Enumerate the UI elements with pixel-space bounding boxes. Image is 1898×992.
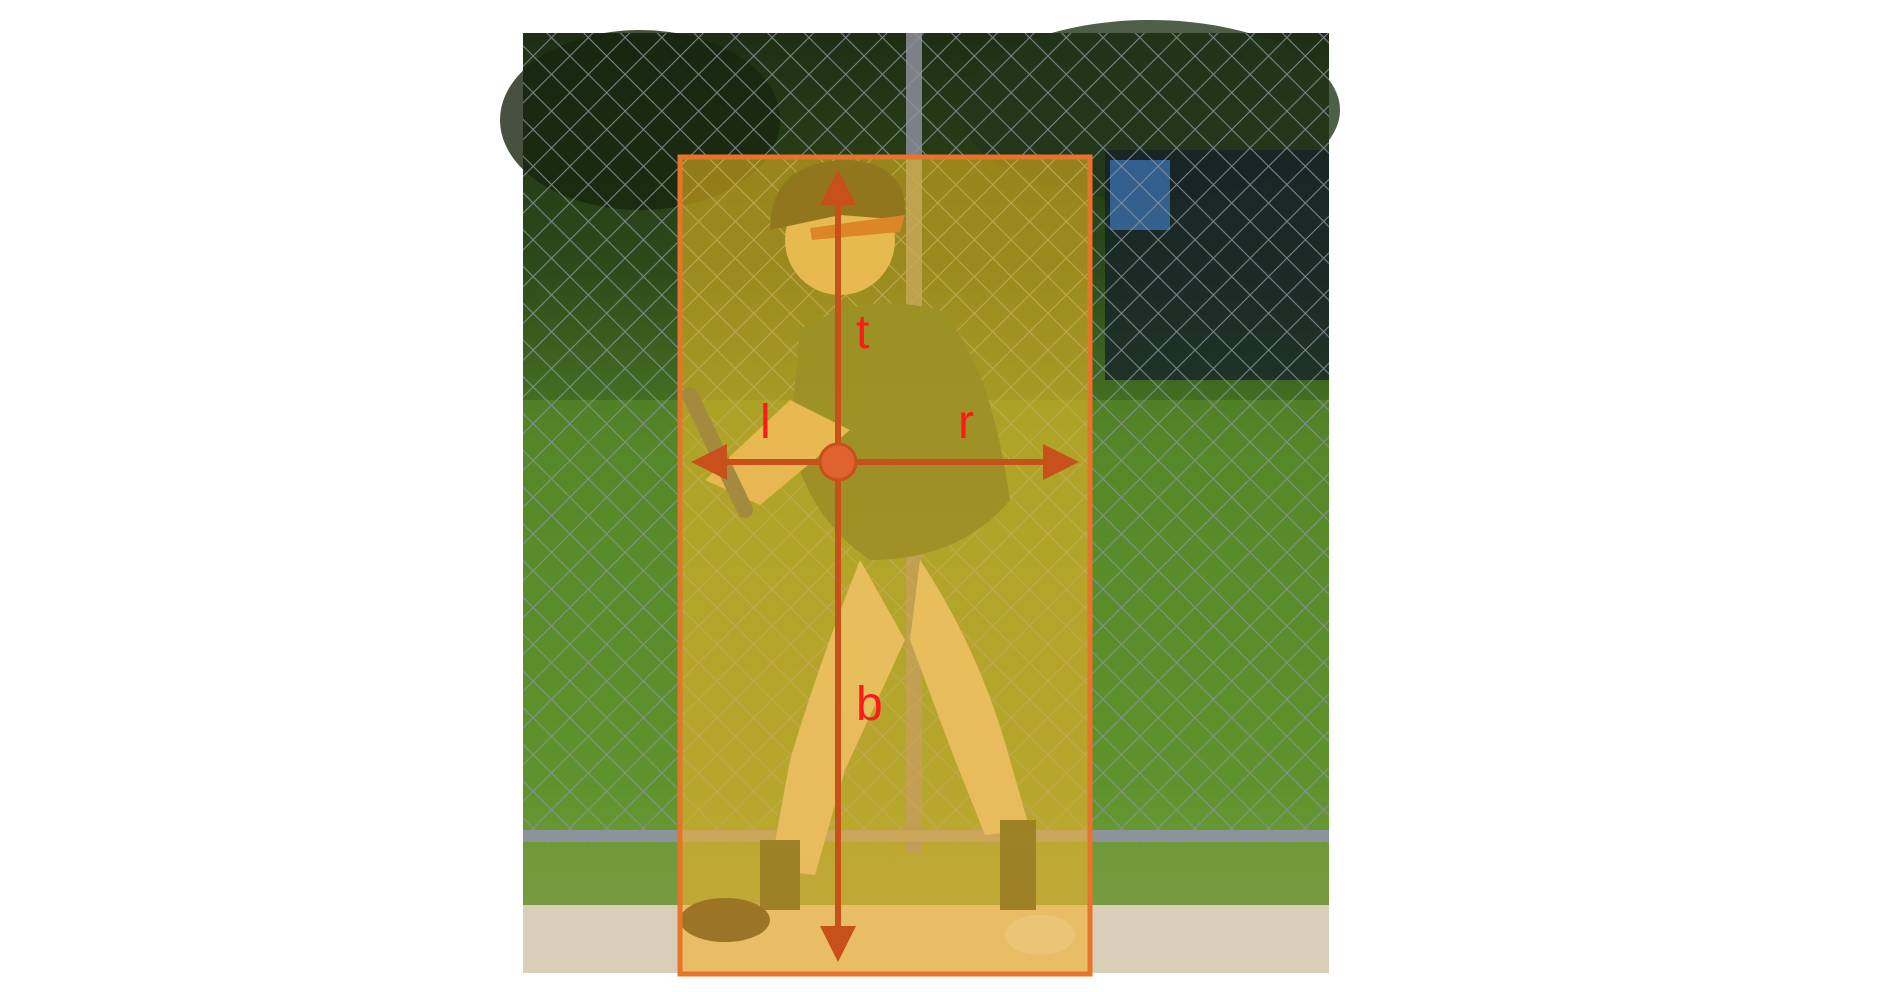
bounding-box bbox=[677, 154, 1093, 977]
distance-arrows bbox=[691, 169, 1079, 962]
label-left: l bbox=[760, 396, 771, 449]
center-point bbox=[818, 442, 858, 482]
label-top: t bbox=[856, 306, 869, 359]
label-right: r bbox=[958, 396, 974, 449]
label-bottom: b bbox=[856, 678, 883, 731]
